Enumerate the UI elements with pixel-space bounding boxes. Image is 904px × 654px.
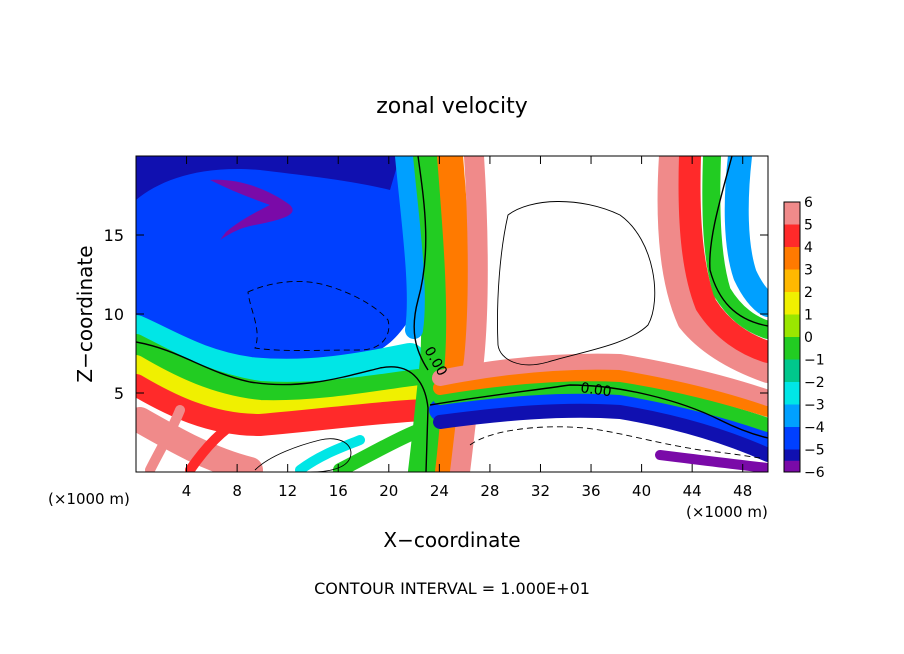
- colorbar-label: 6: [804, 195, 813, 211]
- field-right-red: [678, 156, 768, 363]
- field-yellow-band: [136, 355, 430, 421]
- field-bottom-left-streak-1: [145, 405, 185, 472]
- y-tick-label: 10: [104, 305, 124, 324]
- contour-lines: [136, 156, 768, 472]
- field-right-pink: [657, 156, 768, 383]
- contour-right-bubble: [497, 201, 656, 366]
- y-tick-label: 5: [114, 384, 124, 403]
- colorbar-label: −4: [804, 420, 825, 436]
- colorbar-swatch: [784, 337, 800, 360]
- contour-dashed-left: [247, 281, 390, 351]
- footer-note: CONTOUR INTERVAL = 1.000E+01: [314, 579, 590, 598]
- y-axis-label: Z−coordinate: [73, 245, 97, 382]
- colorbar-swatch: [784, 314, 800, 338]
- contour-small-bottom: [254, 438, 352, 472]
- colorbar-swatch: [784, 247, 800, 270]
- field-green-band: [136, 334, 429, 404]
- x-tick-label: 4: [182, 482, 192, 500]
- plot-area: 0.00 0.00: [135, 155, 769, 473]
- colorbar-label: 1: [804, 308, 813, 324]
- field-upper-left-blue: [136, 156, 420, 361]
- x-tick-label: 16: [329, 482, 348, 500]
- colorbar-label: −5: [804, 443, 825, 459]
- field-red-band: [136, 374, 435, 436]
- x-unit-right: (×1000 m): [686, 503, 768, 521]
- x-tick-label: 28: [480, 482, 499, 500]
- x-tick-label: 48: [733, 482, 752, 500]
- zero-contour-vertical: [413, 156, 429, 371]
- field-lower-blue: [429, 387, 768, 451]
- colorbar-label: 0: [804, 330, 813, 346]
- x-tick-label: 44: [683, 482, 702, 500]
- x-tick-label: 32: [531, 482, 550, 500]
- field-lower-darkblue: [433, 403, 768, 462]
- field-lower-pink: [432, 353, 768, 406]
- field-lower-orange: [433, 367, 768, 417]
- colorbar-label: 5: [804, 218, 813, 234]
- field-right-blue: [724, 156, 768, 317]
- field-vertical-pink: [450, 156, 488, 472]
- x-tick-label: 8: [232, 482, 242, 500]
- colorbar-swatch: [784, 269, 800, 293]
- field-purple-tongue: [210, 179, 293, 240]
- colorbar-label: 4: [804, 240, 813, 256]
- colorbar-label: −3: [804, 398, 825, 414]
- colorbar-swatch: [784, 359, 800, 383]
- velocity-field: [136, 156, 768, 472]
- contour-dashed-bottom: [469, 426, 761, 459]
- field-cyan-band: [136, 315, 425, 389]
- field-upper-left-darkblue: [136, 156, 400, 200]
- colorbar-swatch: [784, 382, 800, 405]
- field-lower-purple: [655, 450, 768, 472]
- field-lower-green: [433, 379, 768, 432]
- field-bottom-left-streak-4: [333, 423, 427, 472]
- contour-label-horizontal: 0.00: [579, 380, 612, 400]
- field-vertical-green: [406, 156, 462, 472]
- colorbar-label: −1: [804, 353, 825, 369]
- colorbar-swatch: [784, 202, 800, 225]
- x-axis: 4 8 12 16 20 24 28 32 36 40 44 48: [182, 156, 752, 500]
- colorbar-swatch: [784, 404, 800, 428]
- x-tick-label: 40: [632, 482, 651, 500]
- zero-contour-right: [429, 384, 768, 439]
- colorbar-swatch: [784, 224, 800, 248]
- colorbar-swatch: [784, 427, 800, 450]
- colorbar-swatch: [784, 292, 800, 315]
- colorbar-swatch: [784, 460, 800, 472]
- field-bottom-left-streak-2: [185, 415, 245, 472]
- x-tick-label: 24: [430, 482, 449, 500]
- field-vertical-orange: [435, 156, 473, 472]
- chart-title: zonal velocity: [376, 94, 528, 119]
- field-bottom-left-streak-3: [295, 435, 365, 472]
- field-right-green: [702, 156, 768, 339]
- colorbar-frame: [783, 201, 801, 473]
- colorbar-label: −6: [804, 465, 825, 481]
- x-tick-label: 20: [379, 482, 398, 500]
- y-axis: 5 10 15: [104, 226, 768, 403]
- y-tick-label: 15: [104, 226, 124, 245]
- zero-contour-far-right: [709, 156, 768, 327]
- zero-contour-left: [136, 341, 429, 472]
- x-tick-label: 36: [581, 482, 600, 500]
- colorbar: 6 5 4 3 2 1 0 −1 −2 −3 −4 −5 −6: [783, 195, 825, 481]
- x-tick-label: 12: [278, 482, 297, 500]
- x-unit-left: (×1000 m): [48, 490, 130, 508]
- colorbar-label: 3: [804, 263, 813, 279]
- colorbar-label: −2: [804, 375, 825, 391]
- x-axis-label: X−coordinate: [383, 528, 520, 552]
- colorbar-label: 2: [804, 285, 813, 301]
